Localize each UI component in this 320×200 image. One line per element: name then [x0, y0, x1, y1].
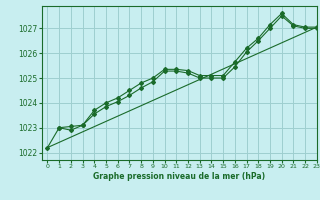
X-axis label: Graphe pression niveau de la mer (hPa): Graphe pression niveau de la mer (hPa): [93, 172, 265, 181]
